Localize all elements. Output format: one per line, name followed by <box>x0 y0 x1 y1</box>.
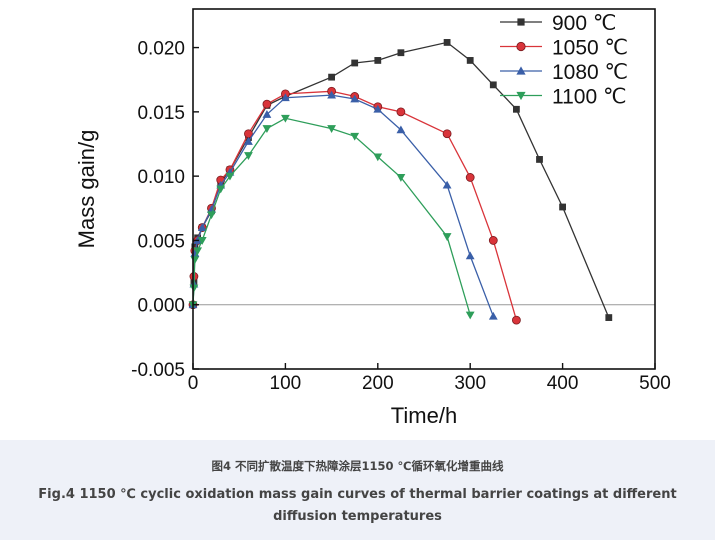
data-point <box>465 311 475 320</box>
data-point <box>197 237 207 245</box>
data-point <box>442 129 452 139</box>
data-point <box>442 180 452 189</box>
data-point <box>373 104 383 113</box>
data-point <box>244 152 253 160</box>
data-point <box>207 205 216 213</box>
legend-label: 1100 ℃ <box>552 86 627 109</box>
x-tick-label: 300 <box>454 373 486 394</box>
series-triangle-down <box>188 114 475 320</box>
legend-label: 900 ℃ <box>552 12 616 35</box>
caption-english: Fig.4 1150 ℃ cyclic oxidation mass gain … <box>38 487 677 524</box>
data-point <box>489 81 497 89</box>
data-point <box>350 94 360 103</box>
data-point <box>513 105 520 113</box>
data-point <box>350 132 360 141</box>
data-point <box>262 110 272 118</box>
legend-label: 1080 ℃ <box>552 61 628 84</box>
data-point <box>536 156 543 163</box>
series-line <box>192 94 494 317</box>
y-tick-label: 0.010 <box>137 167 185 188</box>
x-axis-label: Time/h <box>391 403 457 428</box>
x-tick-label: 0 <box>188 373 199 394</box>
mass-gain-chart: 0 100 200 300 400 500 -0.005 0.000 0.005 0.010 0.0… <box>74 8 671 428</box>
caption-chinese: 图4 不同扩散温度下热障涂层1150 ℃循环氧化增重曲线 <box>211 459 504 473</box>
x-tick-label: 500 <box>639 373 671 394</box>
data-point <box>443 39 451 46</box>
data-point <box>396 107 406 117</box>
data-point <box>442 233 452 241</box>
legend-marker <box>516 41 526 52</box>
data-point <box>190 256 200 265</box>
data-point <box>512 315 521 325</box>
data-point <box>396 174 406 182</box>
x-tick-label: 400 <box>547 373 579 394</box>
data-point <box>374 57 382 64</box>
data-point <box>262 125 272 133</box>
data-point <box>281 114 290 123</box>
data-point <box>327 90 336 99</box>
series-triangle-up <box>188 90 498 320</box>
data-point <box>281 93 290 102</box>
chart-area: 0 100 200 300 400 500 -0.005 0.000 0.005 0.010 0.0… <box>74 8 671 428</box>
series-line <box>192 117 471 316</box>
data-point <box>189 284 199 293</box>
data-point <box>465 251 475 260</box>
data-point <box>328 73 335 81</box>
x-tick-label: 100 <box>270 373 302 394</box>
data-point <box>197 223 207 231</box>
data-point <box>244 137 253 145</box>
y-tick-label: 0.015 <box>137 103 185 124</box>
y-tick-label: 0.005 <box>137 231 185 252</box>
y-tick-label: 0.020 <box>137 39 185 60</box>
data-point <box>559 203 566 211</box>
y-tick-label: 0.000 <box>137 296 185 317</box>
data-point <box>396 125 406 134</box>
data-point <box>605 314 613 321</box>
legend-label: 1050 ℃ <box>552 37 628 60</box>
legend-marker <box>517 18 525 26</box>
x-tick-label: 200 <box>362 373 394 394</box>
data-point <box>488 311 498 320</box>
data-point <box>327 125 336 133</box>
data-point <box>262 99 272 109</box>
data-point <box>465 173 475 182</box>
figure-caption: 图4 不同扩散温度下热障涂层1150 ℃循环氧化增重曲线 Fig.4 1150 … <box>0 440 715 540</box>
y-axis-label: Mass gain/g <box>74 130 99 249</box>
plot-frame <box>192 8 656 370</box>
data-point <box>466 57 474 64</box>
data-point <box>351 59 359 67</box>
data-point <box>488 236 498 245</box>
data-point <box>207 211 216 220</box>
legend-marker <box>516 91 526 101</box>
y-tick-label: -0.005 <box>131 360 185 381</box>
legend-marker <box>516 66 526 75</box>
series-line <box>192 90 518 321</box>
series-circle <box>188 86 521 325</box>
data-point <box>397 49 405 57</box>
data-point <box>225 172 235 181</box>
data-point <box>373 153 383 162</box>
data-point <box>193 247 203 256</box>
data-point <box>216 185 226 194</box>
